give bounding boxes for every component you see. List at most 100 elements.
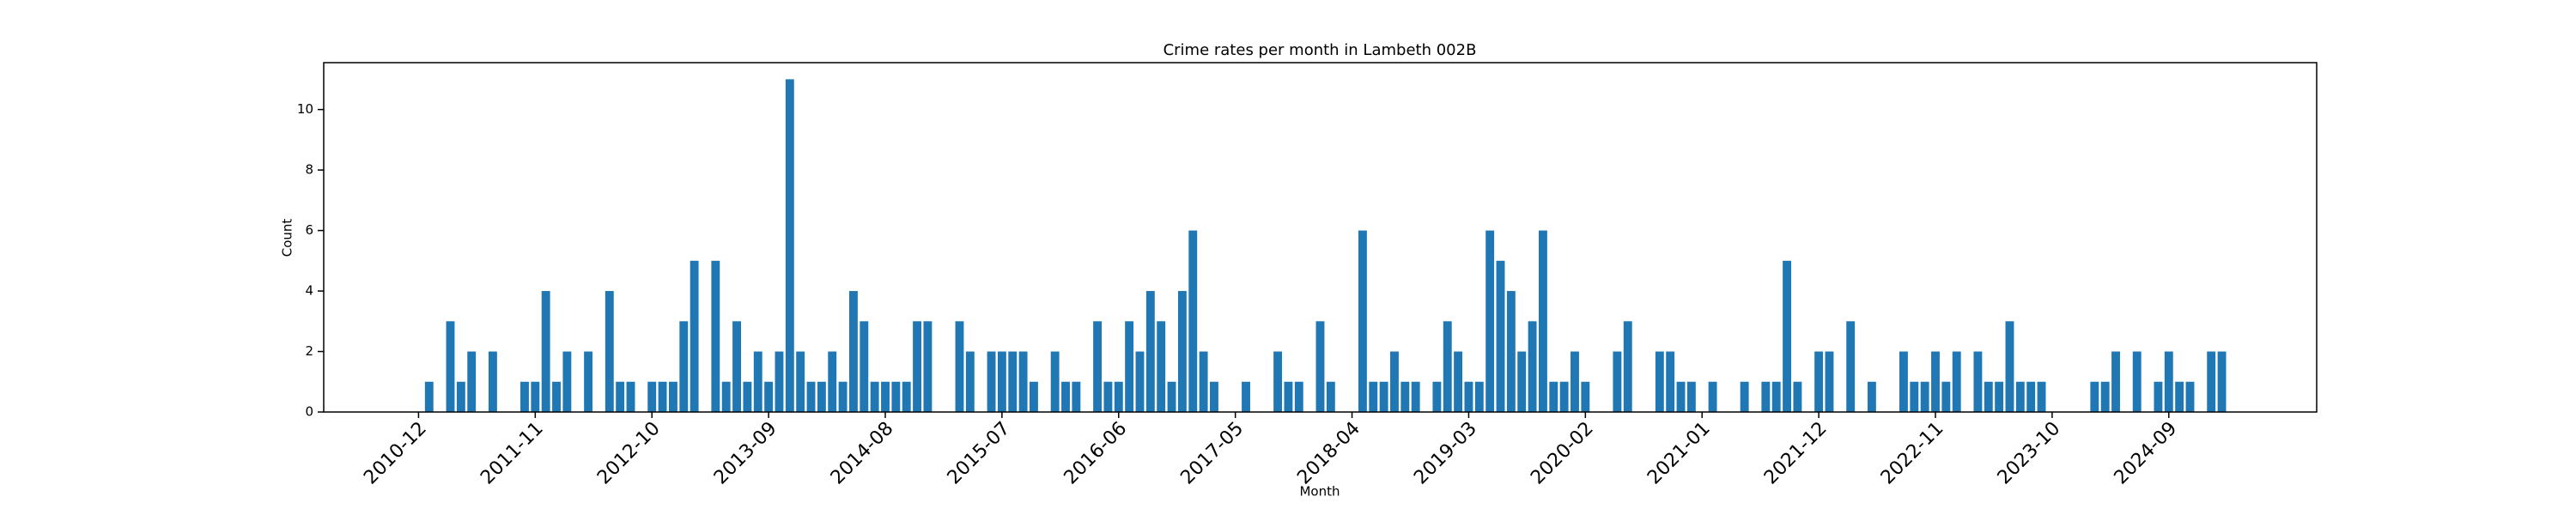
bar: [456, 381, 465, 412]
bar: [1464, 381, 1473, 412]
x-axis-label: Month: [1299, 484, 1340, 500]
x-tick-label: 2019-03: [1410, 418, 1481, 489]
bar: [679, 321, 689, 412]
x-tick-label: 2015-07: [944, 418, 1015, 489]
bar: [1093, 321, 1103, 412]
bar: [796, 351, 805, 412]
bar: [1474, 381, 1484, 412]
bar: [1210, 381, 1218, 412]
bar: [1559, 381, 1569, 412]
x-tick-label: 2012-10: [593, 418, 665, 489]
bar: [806, 381, 816, 412]
bar: [1358, 230, 1367, 412]
bar: [965, 351, 975, 412]
bar: [1157, 321, 1166, 412]
bar: [1125, 321, 1134, 412]
x-tick-label: 2021-12: [1760, 418, 1832, 489]
bar: [1454, 351, 1463, 412]
y-tick-label: 2: [305, 343, 313, 359]
bar: [1061, 381, 1070, 412]
bar: [1846, 321, 1856, 412]
bar: [764, 381, 774, 412]
bar: [1294, 381, 1303, 412]
x-tick-label: 2023-10: [1994, 418, 2065, 489]
bar: [541, 291, 550, 412]
bar: [1761, 381, 1771, 412]
bar: [1995, 381, 2004, 412]
bar: [446, 321, 455, 412]
bar: [1443, 321, 1452, 412]
bar: [2207, 351, 2216, 412]
y-axis-label: Count: [280, 219, 295, 258]
bar: [1666, 351, 1675, 412]
bar: [1273, 351, 1283, 412]
bar: [1517, 351, 1527, 412]
bar: [2005, 321, 2014, 412]
y-tick-label: 0: [305, 404, 313, 420]
bar: [817, 381, 826, 412]
bar: [1030, 381, 1038, 412]
bar: [605, 291, 614, 412]
bar: [1613, 351, 1622, 412]
plot-frame: [323, 62, 2318, 413]
bar: [690, 260, 699, 412]
bar: [1623, 321, 1632, 412]
bar: [1528, 321, 1537, 412]
x-tick-label: 2022-11: [1877, 418, 1948, 489]
bar: [1867, 381, 1876, 412]
x-tick-label: 2013-09: [710, 418, 781, 489]
y-tick-label: 10: [297, 101, 313, 117]
bar: [1708, 381, 1717, 412]
bar: [1899, 351, 1908, 412]
bar: [1496, 260, 1505, 412]
bar: [732, 321, 741, 412]
bar: [1135, 351, 1145, 412]
bar: [1825, 351, 1834, 412]
x-tick-label: 2010-12: [360, 418, 431, 489]
bar: [1432, 381, 1442, 412]
bar: [626, 381, 635, 412]
bar: [1793, 381, 1802, 412]
bar: [955, 321, 964, 412]
bar: [2037, 381, 2046, 412]
bar: [987, 351, 996, 412]
bar: [1655, 351, 1664, 412]
x-tick-label: 2021-01: [1643, 418, 1715, 489]
bar: [1050, 351, 1060, 412]
bar: [2026, 381, 2036, 412]
bar: [562, 351, 572, 412]
bar: [552, 381, 561, 412]
bar: [1931, 351, 1940, 412]
bar: [1103, 381, 1113, 412]
x-tick-label: 2020-02: [1527, 418, 1598, 489]
bar: [1369, 381, 1378, 412]
y-tick-label: 4: [305, 283, 313, 299]
bar: [1167, 381, 1176, 412]
bar: [647, 381, 657, 412]
bar: [2132, 351, 2142, 412]
bar: [1771, 381, 1781, 412]
bar: [1411, 381, 1420, 412]
bar: [2111, 351, 2120, 412]
bar: [838, 381, 848, 412]
bar: [467, 351, 477, 412]
bar: [1571, 351, 1579, 412]
x-tick-label: 2018-04: [1293, 418, 1364, 489]
bar: [1910, 381, 1919, 412]
bar: [891, 381, 901, 412]
bar: [1199, 351, 1208, 412]
bar: [1920, 381, 1929, 412]
bar: [1390, 351, 1399, 412]
bar: [658, 381, 667, 412]
bar: [2100, 381, 2110, 412]
bar: [1984, 381, 1993, 412]
bar: [1676, 381, 1686, 412]
bar: [1315, 321, 1325, 412]
bar: [1018, 351, 1028, 412]
bar: [1814, 351, 1824, 412]
bar: [1326, 381, 1335, 412]
bar: [1686, 381, 1696, 412]
bar: [2185, 381, 2195, 412]
bar: [2217, 351, 2227, 412]
bar: [1973, 351, 1983, 412]
